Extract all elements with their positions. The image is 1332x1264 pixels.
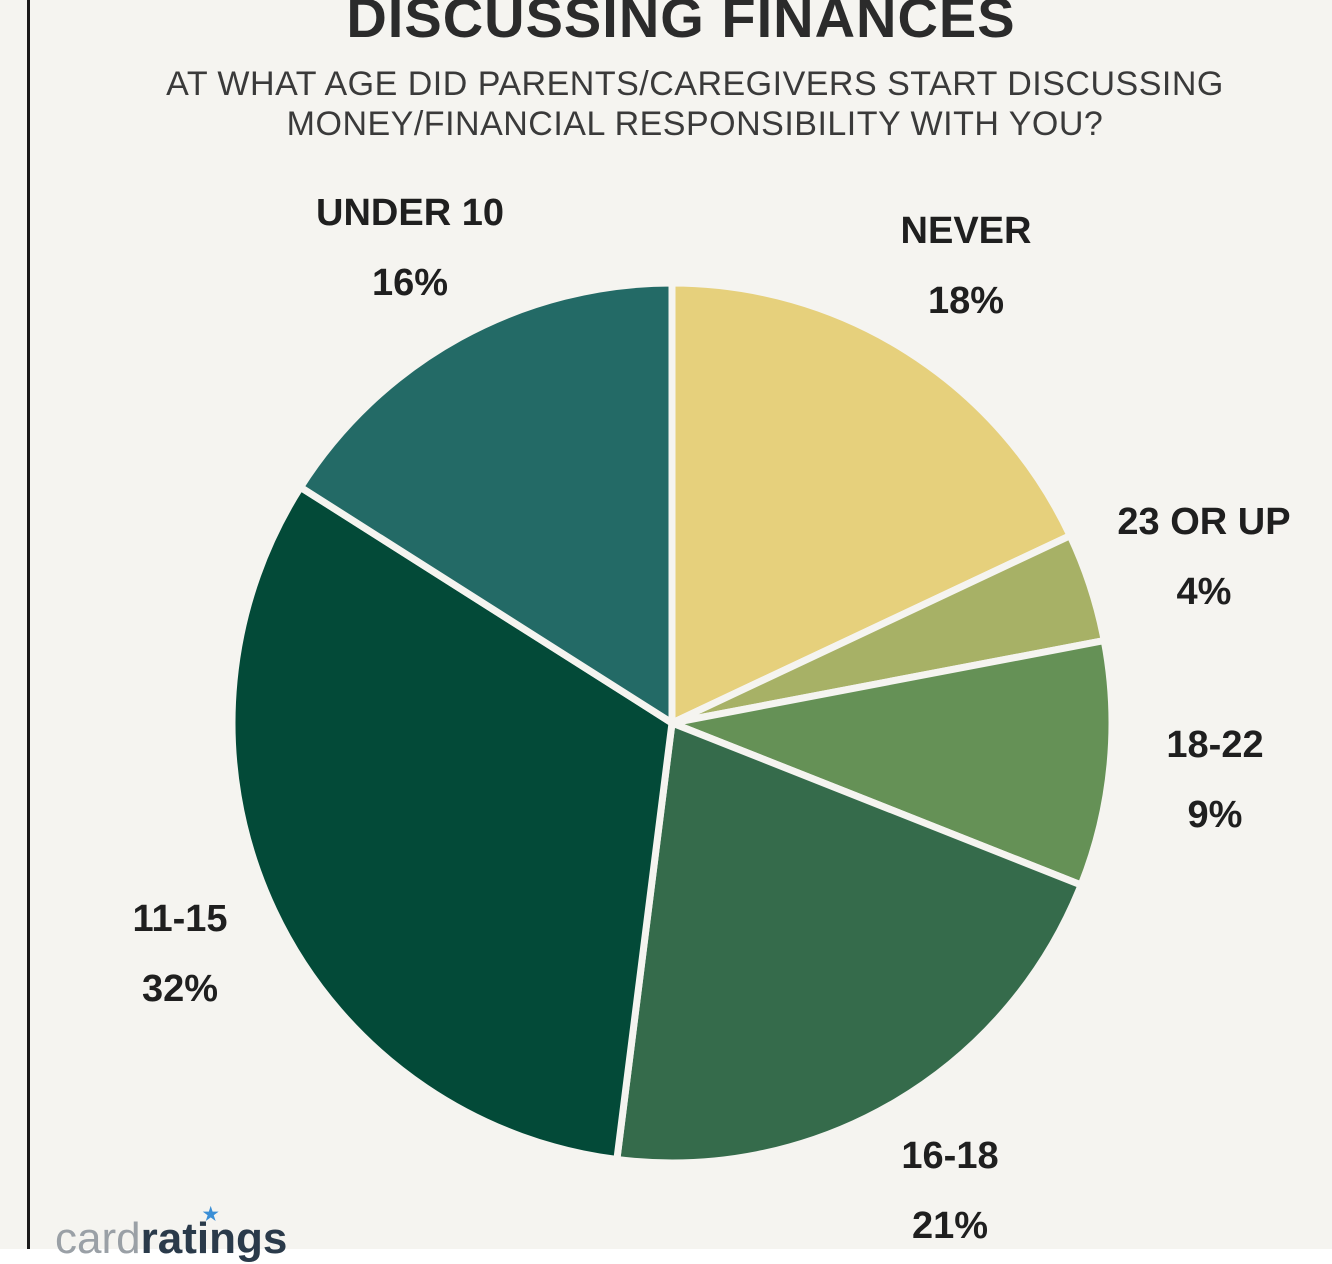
subtitle-line-2: MONEY/FINANCIAL RESPONSIBILITY WITH YOU? bbox=[286, 105, 1104, 143]
slice-label-11-15: 11-15 32% bbox=[132, 884, 227, 1024]
slice-value-never: 18% bbox=[927, 280, 1005, 322]
pie-slice-never bbox=[668, 279, 1074, 727]
slice-label-16-18: 16-18 21% bbox=[901, 1121, 998, 1261]
slice-label-18-22: 18-22 9% bbox=[1166, 710, 1263, 850]
slice-value-11-15: 32% bbox=[141, 968, 219, 1010]
chart-subtitle: AT WHAT AGE DID PARENTS/CAREGIVERS START… bbox=[30, 64, 1332, 144]
slice-label-never: NEVER 18% bbox=[901, 196, 1032, 336]
pie-slice-16-18 bbox=[613, 719, 1085, 1167]
subtitle-line-1: AT WHAT AGE DID PARENTS/CAREGIVERS START… bbox=[166, 65, 1224, 103]
logo-star-icon: ★ bbox=[202, 1204, 219, 1224]
slice-category-under-10: UNDER 10 bbox=[316, 192, 504, 234]
cardratings-logo: card ★ ratings bbox=[55, 1204, 288, 1264]
slice-category-23-or-up: 23 OR UP bbox=[1117, 501, 1291, 543]
slice-value-23-or-up: 4% bbox=[1176, 571, 1232, 613]
pie-slice-18-22 bbox=[668, 637, 1116, 889]
slice-label-under-10: UNDER 10 16% bbox=[316, 178, 504, 318]
pie-slice-under-10 bbox=[297, 279, 676, 727]
slice-value-under-10: 16% bbox=[371, 262, 449, 304]
slice-category-never: NEVER bbox=[900, 210, 1032, 252]
left-border bbox=[27, 0, 30, 1249]
chart-title: DISCUSSING FINANCES bbox=[346, 0, 1016, 49]
slice-label-23-or-up: 23 OR UP 4% bbox=[1117, 487, 1290, 627]
logo-text-light: card bbox=[55, 1214, 141, 1263]
slice-value-18-22: 9% bbox=[1187, 794, 1243, 836]
logo-text-bold: ★ ratings bbox=[141, 1204, 288, 1263]
slice-value-16-18: 21% bbox=[911, 1205, 989, 1247]
slice-category-16-18: 16-18 bbox=[901, 1135, 999, 1177]
slice-category-11-15: 11-15 bbox=[132, 898, 228, 940]
slice-category-18-22: 18-22 bbox=[1166, 724, 1264, 766]
